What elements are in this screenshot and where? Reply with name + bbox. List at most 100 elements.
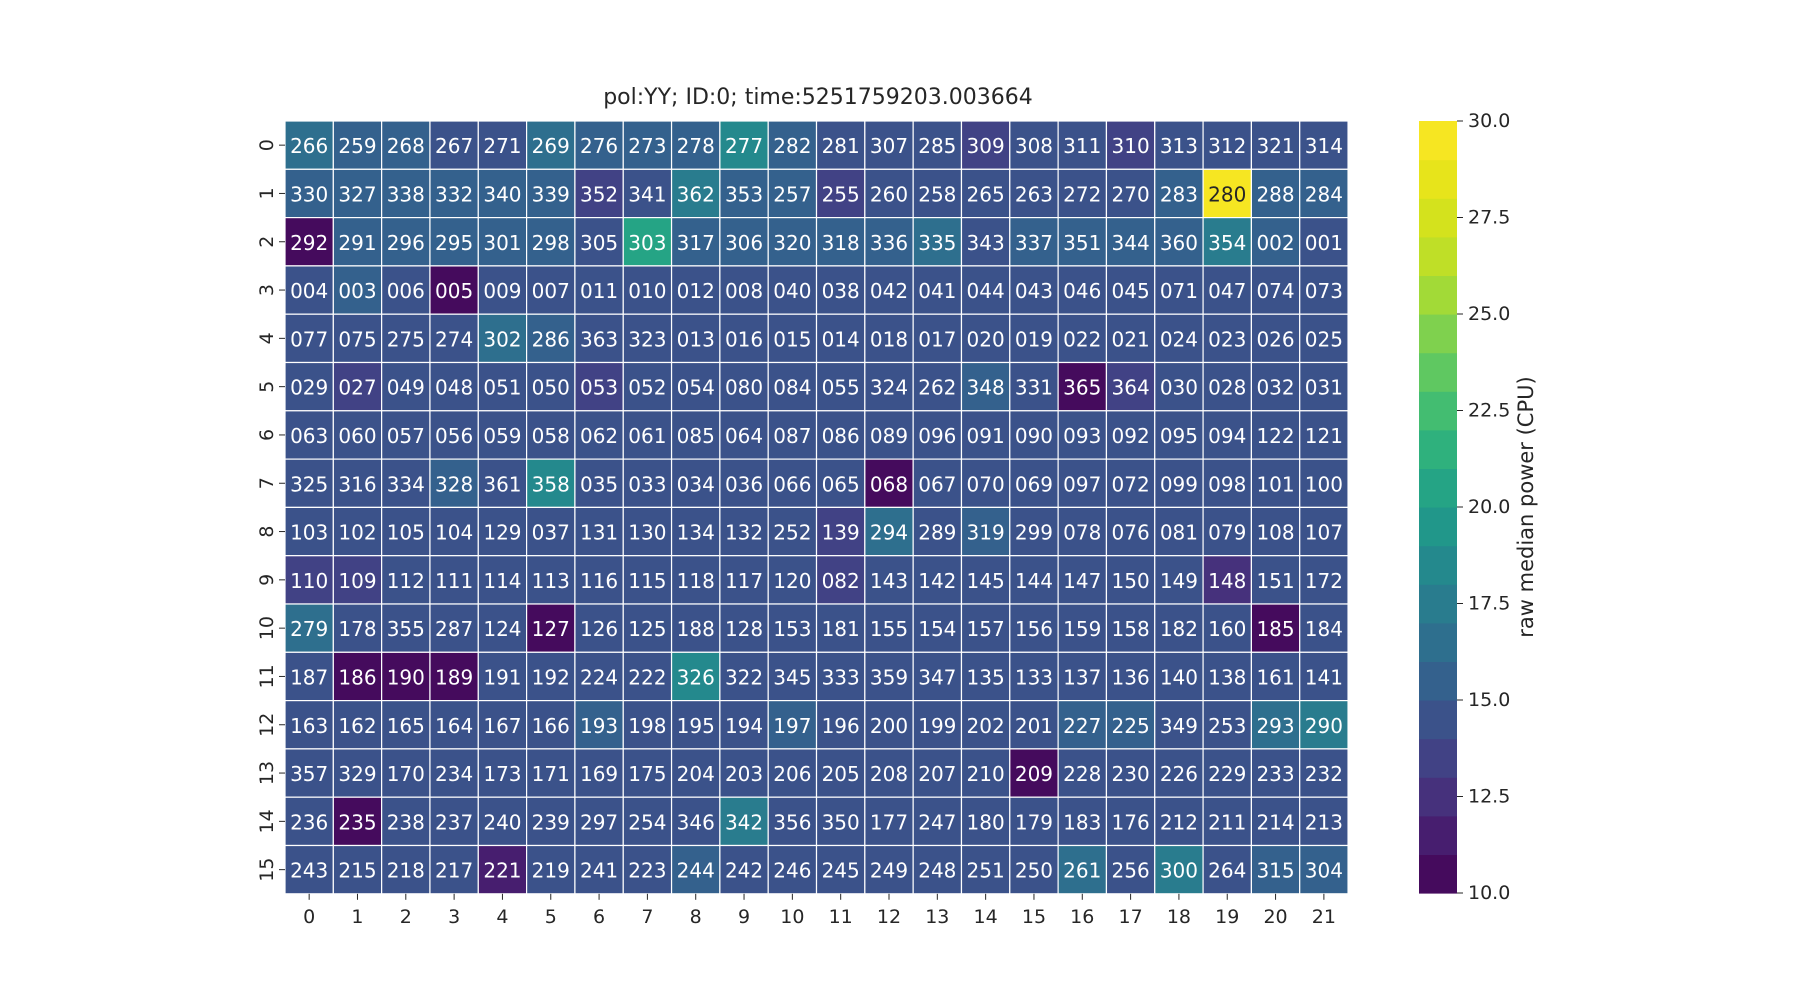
cell-annotation: 054 — [677, 376, 715, 400]
cell-annotation: 158 — [1112, 617, 1150, 641]
cell-annotation: 239 — [532, 810, 570, 834]
heatmap-cell — [1154, 555, 1204, 605]
cell-annotation: 210 — [967, 762, 1005, 786]
heatmap-cell — [574, 313, 624, 364]
colorbar-segment — [1419, 815, 1457, 855]
colorbar-segment — [1419, 198, 1457, 238]
heatmap-cell — [815, 458, 866, 509]
cell-annotation: 204 — [677, 762, 715, 786]
heatmap-cell — [767, 313, 818, 364]
cell-annotation: 277 — [725, 134, 763, 158]
colorbar-segment — [1419, 236, 1457, 276]
cell-annotation: 274 — [435, 327, 473, 351]
cell-annotation: 221 — [483, 859, 521, 883]
cell-annotation: 288 — [1256, 182, 1294, 206]
cell-annotation: 091 — [967, 424, 1005, 448]
cell-annotation: 264 — [1208, 859, 1246, 883]
heatmap-cell — [1105, 796, 1156, 847]
cell-annotation: 313 — [1160, 134, 1198, 158]
heatmap-cell — [719, 313, 769, 364]
cell-annotation: 180 — [967, 810, 1005, 834]
cell-annotation: 042 — [870, 279, 908, 303]
cell-annotation: 113 — [532, 569, 570, 593]
x-tick-label: 16 — [1070, 906, 1094, 928]
cell-annotation: 114 — [483, 569, 521, 593]
cell-annotation: 024 — [1160, 327, 1198, 351]
heatmap-cell — [670, 313, 721, 364]
cell-annotation: 309 — [967, 134, 1005, 158]
cell-annotation: 105 — [387, 521, 425, 545]
cell-annotation: 051 — [483, 376, 521, 400]
heatmap-cell — [477, 168, 528, 219]
heatmap-cell — [1154, 120, 1204, 170]
x-tick-label: 1 — [351, 906, 363, 928]
cell-annotation: 267 — [435, 134, 473, 158]
cell-annotation: 003 — [338, 279, 376, 303]
cell-annotation: 138 — [1208, 665, 1246, 689]
cell-annotation: 143 — [870, 569, 908, 593]
heatmap-cell — [574, 265, 624, 315]
cell-annotation: 159 — [1063, 617, 1101, 641]
heatmap-cell — [332, 410, 383, 460]
cell-annotation: 305 — [580, 231, 618, 255]
cell-annotation: 075 — [338, 327, 376, 351]
cell-annotation: 189 — [435, 665, 473, 689]
cell-annotation: 314 — [1305, 134, 1343, 158]
colorbar-segment — [1419, 159, 1457, 199]
cell-annotation: 308 — [1015, 134, 1053, 158]
heatmap-cell — [1299, 458, 1349, 509]
heatmap-cell — [1299, 313, 1349, 364]
heatmap-cell — [525, 217, 576, 267]
heatmap-cell — [719, 796, 769, 847]
x-tick-label: 7 — [641, 906, 653, 928]
cell-annotation: 225 — [1112, 714, 1150, 738]
heatmap-cell — [815, 506, 866, 557]
cell-annotation: 335 — [918, 231, 956, 255]
heatmap-cell — [767, 410, 818, 460]
cell-annotation: 329 — [338, 762, 376, 786]
cell-annotation: 098 — [1208, 472, 1246, 496]
heatmap-cell — [332, 796, 383, 847]
heatmap-cell — [284, 168, 334, 219]
cell-annotation: 233 — [1256, 762, 1294, 786]
heatmap-cell — [815, 748, 866, 798]
heatmap-cell — [815, 313, 866, 364]
heatmap-cell — [864, 506, 914, 557]
heatmap-cell — [1009, 120, 1059, 170]
cell-annotation: 047 — [1208, 279, 1246, 303]
x-tick-label: 19 — [1215, 906, 1239, 928]
colorbar-segment — [1419, 738, 1457, 778]
cell-annotation: 331 — [1015, 376, 1053, 400]
heatmap-cell — [1105, 699, 1156, 750]
heatmap-cell — [622, 796, 673, 847]
colorbar-segment — [1419, 622, 1457, 662]
cell-annotation: 341 — [628, 182, 666, 206]
heatmap-cell — [1250, 265, 1301, 315]
cell-annotation: 228 — [1063, 762, 1101, 786]
cell-annotation: 311 — [1063, 134, 1101, 158]
y-tick-label: 12 — [256, 713, 278, 737]
cell-annotation: 315 — [1256, 859, 1294, 883]
cell-annotation: 215 — [338, 859, 376, 883]
cell-annotation: 135 — [967, 665, 1005, 689]
colorbar-segment — [1419, 275, 1457, 315]
heatmap-cell — [381, 844, 431, 895]
cell-annotation: 328 — [435, 472, 473, 496]
cell-annotation: 125 — [628, 617, 666, 641]
heatmap-cell — [670, 361, 721, 412]
heatmap-cell — [1202, 217, 1252, 267]
cell-annotation: 129 — [483, 521, 521, 545]
cell-annotation: 347 — [918, 665, 956, 689]
cell-annotation: 012 — [677, 279, 715, 303]
heatmap-cell — [381, 506, 431, 557]
heatmap-cell — [1154, 651, 1204, 702]
cell-annotation: 026 — [1256, 327, 1294, 351]
cell-annotation: 290 — [1305, 714, 1343, 738]
heatmap-cell — [912, 603, 963, 653]
heatmap-cell — [1105, 410, 1156, 460]
heatmap-cell — [574, 796, 624, 847]
heatmap-cell — [525, 168, 576, 219]
heatmap-cell — [1057, 748, 1108, 798]
heatmap-cell — [864, 265, 914, 315]
cell-annotation: 281 — [822, 134, 860, 158]
